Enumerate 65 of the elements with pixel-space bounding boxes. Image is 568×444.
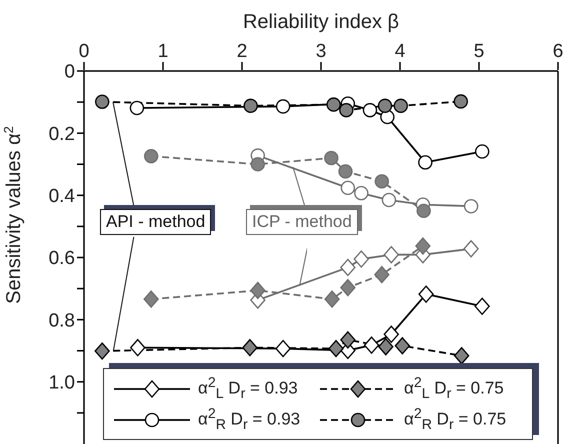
x-tick-label: 1: [158, 41, 168, 62]
point: [416, 204, 431, 218]
point: [326, 97, 341, 112]
point: [144, 290, 159, 308]
point: [276, 99, 290, 114]
x-tick-label: 2: [236, 41, 248, 62]
point: [354, 250, 369, 268]
x-tick-label: 5: [474, 41, 484, 62]
legend-label: α$^{2}$$_{R}$ D$_{r}$ = 0.75: [404, 406, 506, 434]
point: [94, 342, 110, 360]
point: [144, 149, 158, 164]
y-tick-label: 0.2: [48, 124, 75, 145]
point: [364, 336, 380, 354]
point: [378, 338, 394, 356]
point: [324, 290, 340, 308]
y-tick-label: 0.6: [48, 248, 75, 270]
point: [324, 150, 338, 166]
x-tick-label: 4: [394, 41, 406, 62]
x-tick-label: 0: [78, 41, 90, 62]
x-tick-label: 6: [552, 41, 564, 62]
point: [475, 144, 490, 159]
point: [338, 164, 353, 179]
legend-label: α$^{2}$$_{R}$ D$_{r}$ = 0.93: [198, 406, 300, 434]
point: [328, 340, 344, 358]
annotation: ICP - method: [246, 209, 358, 235]
point: [384, 246, 399, 264]
point: [394, 98, 408, 113]
point: [415, 237, 431, 255]
point: [384, 326, 399, 343]
y-tick-label: 0.4: [48, 186, 76, 207]
point: [130, 100, 144, 116]
point: [418, 155, 432, 170]
point: [340, 331, 356, 349]
point: [340, 258, 356, 276]
point: [250, 282, 266, 300]
point: [242, 338, 258, 356]
y-tick-label: 0: [64, 62, 75, 83]
point: [340, 180, 356, 196]
point: [130, 338, 146, 356]
point: [374, 174, 389, 188]
point: [474, 298, 490, 315]
legend-label: α$^{2}$$_{L}$ D$_{r}$ = 0.93: [198, 374, 298, 402]
point: [340, 279, 356, 296]
point: [354, 186, 368, 200]
point: [418, 286, 434, 303]
point: [380, 110, 395, 124]
point: [464, 199, 478, 214]
point: [374, 266, 390, 284]
annotation: API - method: [100, 209, 212, 235]
point: [250, 157, 265, 172]
point: [95, 94, 110, 109]
x-axis-title: Reliability index β: [242, 11, 400, 33]
y-tick-label: 0.8: [48, 310, 75, 332]
legend-label: α$^{2}$$_{L}$ D$_{r}$ = 0.75: [404, 374, 504, 402]
point: [463, 240, 479, 258]
point: [339, 103, 354, 118]
point: [378, 98, 392, 113]
y-tick-label: 1.0: [48, 372, 75, 394]
point: [394, 337, 410, 354]
point: [382, 192, 396, 208]
x-tick-label: 3: [316, 41, 326, 62]
point: [454, 94, 468, 109]
point: [362, 103, 378, 118]
point: [275, 340, 291, 358]
point: [244, 98, 258, 113]
